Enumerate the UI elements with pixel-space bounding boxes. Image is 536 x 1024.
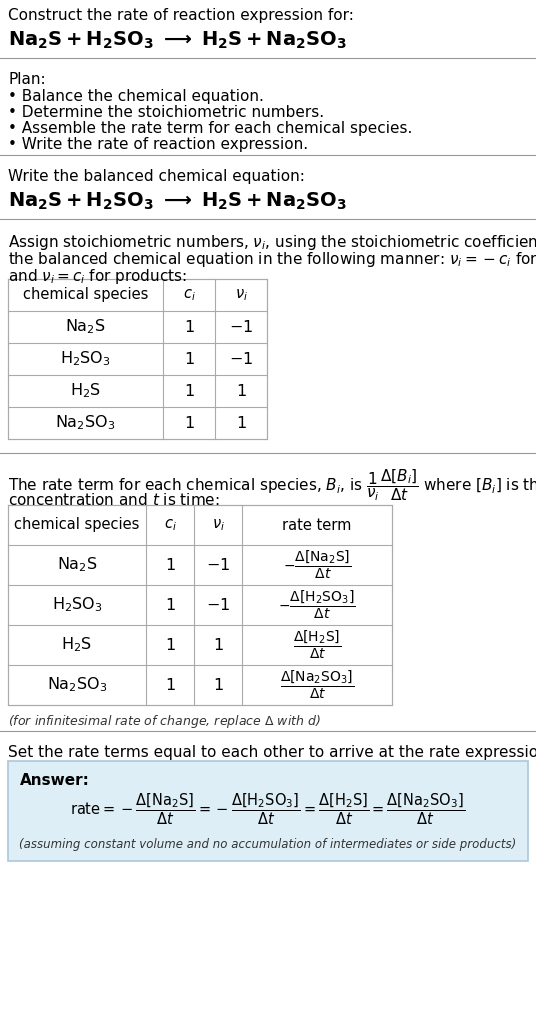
Text: (assuming constant volume and no accumulation of intermediates or side products): (assuming constant volume and no accumul… [19, 838, 517, 851]
Text: $\mathrm{Na_2SO_3}$: $\mathrm{Na_2SO_3}$ [55, 414, 116, 432]
Bar [8, 279, 267, 439]
Text: $\mathbf{Na_2S + H_2SO_3 \ {\longrightarrow} \ H_2S + Na_2SO_3}$: $\mathbf{Na_2S + H_2SO_3 \ {\longrightar… [8, 191, 347, 212]
Text: chemical species: chemical species [14, 517, 140, 532]
Text: $\mathrm{H_2S}$: $\mathrm{H_2S}$ [62, 636, 93, 654]
Text: 1: 1 [165, 557, 175, 572]
Text: Answer:: Answer: [20, 773, 90, 788]
Text: $-1$: $-1$ [206, 597, 230, 613]
Text: $\nu_i$: $\nu_i$ [212, 517, 225, 532]
Text: $\mathrm{H_2SO_3}$: $\mathrm{H_2SO_3}$ [60, 349, 111, 369]
Text: 1: 1 [165, 638, 175, 652]
Text: • Assemble the rate term for each chemical species.: • Assemble the rate term for each chemic… [8, 121, 412, 136]
Text: concentration and $t$ is time:: concentration and $t$ is time: [8, 492, 220, 508]
Text: 1: 1 [165, 597, 175, 612]
Text: 1: 1 [236, 416, 246, 430]
Text: 1: 1 [213, 678, 223, 692]
Text: Assign stoichiometric numbers, $\nu_i$, using the stoichiometric coefficients, $: Assign stoichiometric numbers, $\nu_i$, … [8, 233, 536, 252]
Text: Set the rate terms equal to each other to arrive at the rate expression:: Set the rate terms equal to each other t… [8, 745, 536, 760]
Text: $\mathbf{Na_2S + H_2SO_3 \ {\longrightarrow} \ H_2S + Na_2SO_3}$: $\mathbf{Na_2S + H_2SO_3 \ {\longrightar… [8, 30, 347, 51]
Text: $\mathrm{H_2S}$: $\mathrm{H_2S}$ [70, 382, 101, 400]
Text: $-\dfrac{\Delta[\mathrm{H_2SO_3}]}{\Delta t}$: $-\dfrac{\Delta[\mathrm{H_2SO_3}]}{\Delt… [278, 589, 356, 622]
Text: 1: 1 [184, 319, 194, 335]
Bar [8, 761, 528, 861]
Text: $c_i$: $c_i$ [163, 517, 176, 532]
Text: $\dfrac{\Delta[\mathrm{H_2S}]}{\Delta t}$: $\dfrac{\Delta[\mathrm{H_2S}]}{\Delta t}… [293, 629, 341, 662]
Bar [8, 505, 392, 705]
Text: Construct the rate of reaction expression for:: Construct the rate of reaction expressio… [8, 8, 354, 23]
Text: 1: 1 [184, 384, 194, 398]
Text: $\nu_i$: $\nu_i$ [235, 287, 248, 303]
Text: (for infinitesimal rate of change, replace $\Delta$ with $d$): (for infinitesimal rate of change, repla… [8, 713, 321, 730]
Text: $-1$: $-1$ [229, 351, 253, 367]
Text: The rate term for each chemical species, $B_i$, is $\dfrac{1}{\nu_i}\dfrac{\Delt: The rate term for each chemical species,… [8, 467, 536, 503]
Text: $\mathrm{rate} = -\dfrac{\Delta[\mathrm{Na_2S}]}{\Delta t} = -\dfrac{\Delta[\mat: $\mathrm{rate} = -\dfrac{\Delta[\mathrm{… [70, 791, 466, 826]
Text: rate term: rate term [282, 517, 352, 532]
Text: 1: 1 [184, 351, 194, 367]
Text: 1: 1 [236, 384, 246, 398]
Text: 1: 1 [165, 678, 175, 692]
Text: $\mathrm{H_2SO_3}$: $\mathrm{H_2SO_3}$ [51, 596, 102, 614]
Text: Plan:: Plan: [8, 72, 46, 87]
Text: 1: 1 [184, 416, 194, 430]
Text: and $\nu_i = c_i$ for products:: and $\nu_i = c_i$ for products: [8, 267, 187, 286]
Text: $-1$: $-1$ [206, 557, 230, 573]
Text: $-1$: $-1$ [229, 319, 253, 335]
Text: • Determine the stoichiometric numbers.: • Determine the stoichiometric numbers. [8, 105, 324, 120]
Text: • Write the rate of reaction expression.: • Write the rate of reaction expression. [8, 137, 308, 152]
Text: $\mathrm{Na_2S}$: $\mathrm{Na_2S}$ [65, 317, 106, 336]
Text: $\mathrm{Na_2SO_3}$: $\mathrm{Na_2SO_3}$ [47, 676, 107, 694]
Text: Write the balanced chemical equation:: Write the balanced chemical equation: [8, 169, 305, 184]
Text: $-\dfrac{\Delta[\mathrm{Na_2S}]}{\Delta t}$: $-\dfrac{\Delta[\mathrm{Na_2S}]}{\Delta … [283, 549, 351, 582]
Text: $\dfrac{\Delta[\mathrm{Na_2SO_3}]}{\Delta t}$: $\dfrac{\Delta[\mathrm{Na_2SO_3}]}{\Delt… [280, 669, 354, 701]
Text: chemical species: chemical species [23, 288, 148, 302]
Text: • Balance the chemical equation.: • Balance the chemical equation. [8, 89, 264, 104]
Text: $c_i$: $c_i$ [183, 287, 196, 303]
Text: $\mathrm{Na_2S}$: $\mathrm{Na_2S}$ [57, 556, 98, 574]
Text: the balanced chemical equation in the following manner: $\nu_i = -c_i$ for react: the balanced chemical equation in the fo… [8, 250, 536, 269]
Text: 1: 1 [213, 638, 223, 652]
